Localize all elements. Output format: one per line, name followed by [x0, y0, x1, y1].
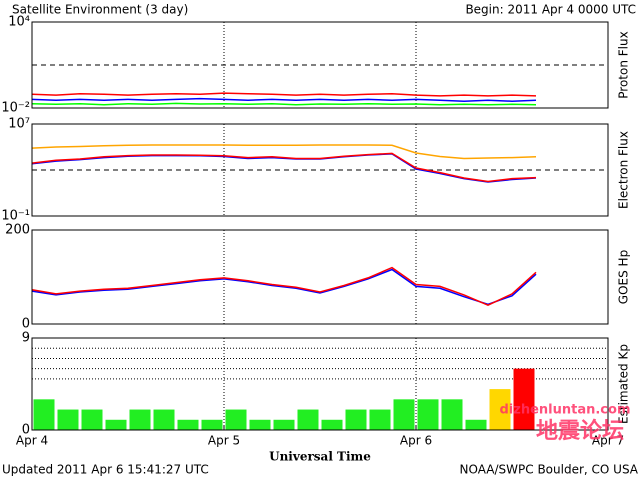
kp-bar	[321, 419, 343, 430]
watermark: 地震论坛	[536, 418, 624, 444]
kp-bar	[513, 368, 535, 430]
y-tick-label: 10⁻¹	[1, 209, 30, 224]
y-tick-label: 10⁻²	[1, 101, 30, 116]
panel-frame	[31, 21, 609, 109]
kp-bar	[225, 409, 247, 430]
data-line	[31, 152, 537, 183]
kp-bar	[129, 409, 151, 430]
x-tick-label: Apr 4	[16, 434, 48, 448]
panel-frame	[31, 229, 609, 325]
y-tick-label: 10⁷	[8, 117, 30, 132]
y-tick-label: 9	[22, 331, 30, 346]
y-tick-label: 10⁴	[8, 15, 30, 30]
data-line	[31, 92, 537, 97]
y-tick-label: 200	[5, 223, 30, 238]
kp-bar	[81, 409, 103, 430]
kp-bar	[153, 409, 175, 430]
x-tick-label: Apr 6	[400, 434, 432, 448]
kp-bar	[489, 389, 511, 430]
y-axis-title: GOES Hp	[617, 250, 631, 304]
y-axis-title: Electron Flux	[617, 131, 631, 209]
panel-frame	[31, 337, 609, 431]
kp-bar	[369, 409, 391, 430]
x-axis-title: Universal Time	[269, 450, 371, 464]
kp-bar	[465, 419, 487, 430]
data-line	[31, 266, 537, 307]
updated: Updated 2011 Apr 6 15:41:27 UTC	[2, 463, 209, 477]
kp-bar	[177, 419, 199, 430]
y-tick-label: 0	[22, 317, 30, 332]
begin-time: Begin: 2011 Apr 4 0000 UTC	[465, 3, 636, 17]
data-line	[31, 268, 537, 306]
kp-bar	[249, 419, 271, 430]
kp-bar	[201, 419, 223, 430]
kp-bar	[33, 399, 55, 430]
panel-frame	[31, 123, 609, 217]
data-line	[31, 102, 537, 106]
kp-bar	[273, 419, 295, 430]
kp-bar	[345, 409, 367, 430]
kp-bar	[297, 409, 319, 430]
kp-bar	[393, 399, 415, 430]
x-tick-label: Apr 5	[208, 434, 240, 448]
y-tick-label: 0	[22, 423, 30, 438]
data-line	[31, 97, 537, 102]
kp-bar	[417, 399, 439, 430]
kp-bar	[105, 419, 127, 430]
watermark-site: dizhenluntan.com	[500, 403, 631, 418]
title: Satellite Environment (3 day)	[12, 3, 188, 17]
y-axis-title: Estimated Kp	[617, 344, 631, 424]
kp-bar	[57, 409, 79, 430]
x-tick-label: Apr 7	[592, 434, 624, 448]
y-axis-title: Proton Flux	[617, 31, 631, 98]
data-line	[31, 144, 537, 160]
kp-bar	[441, 399, 463, 430]
credit: NOAA/SWPC Boulder, CO USA	[460, 463, 639, 477]
